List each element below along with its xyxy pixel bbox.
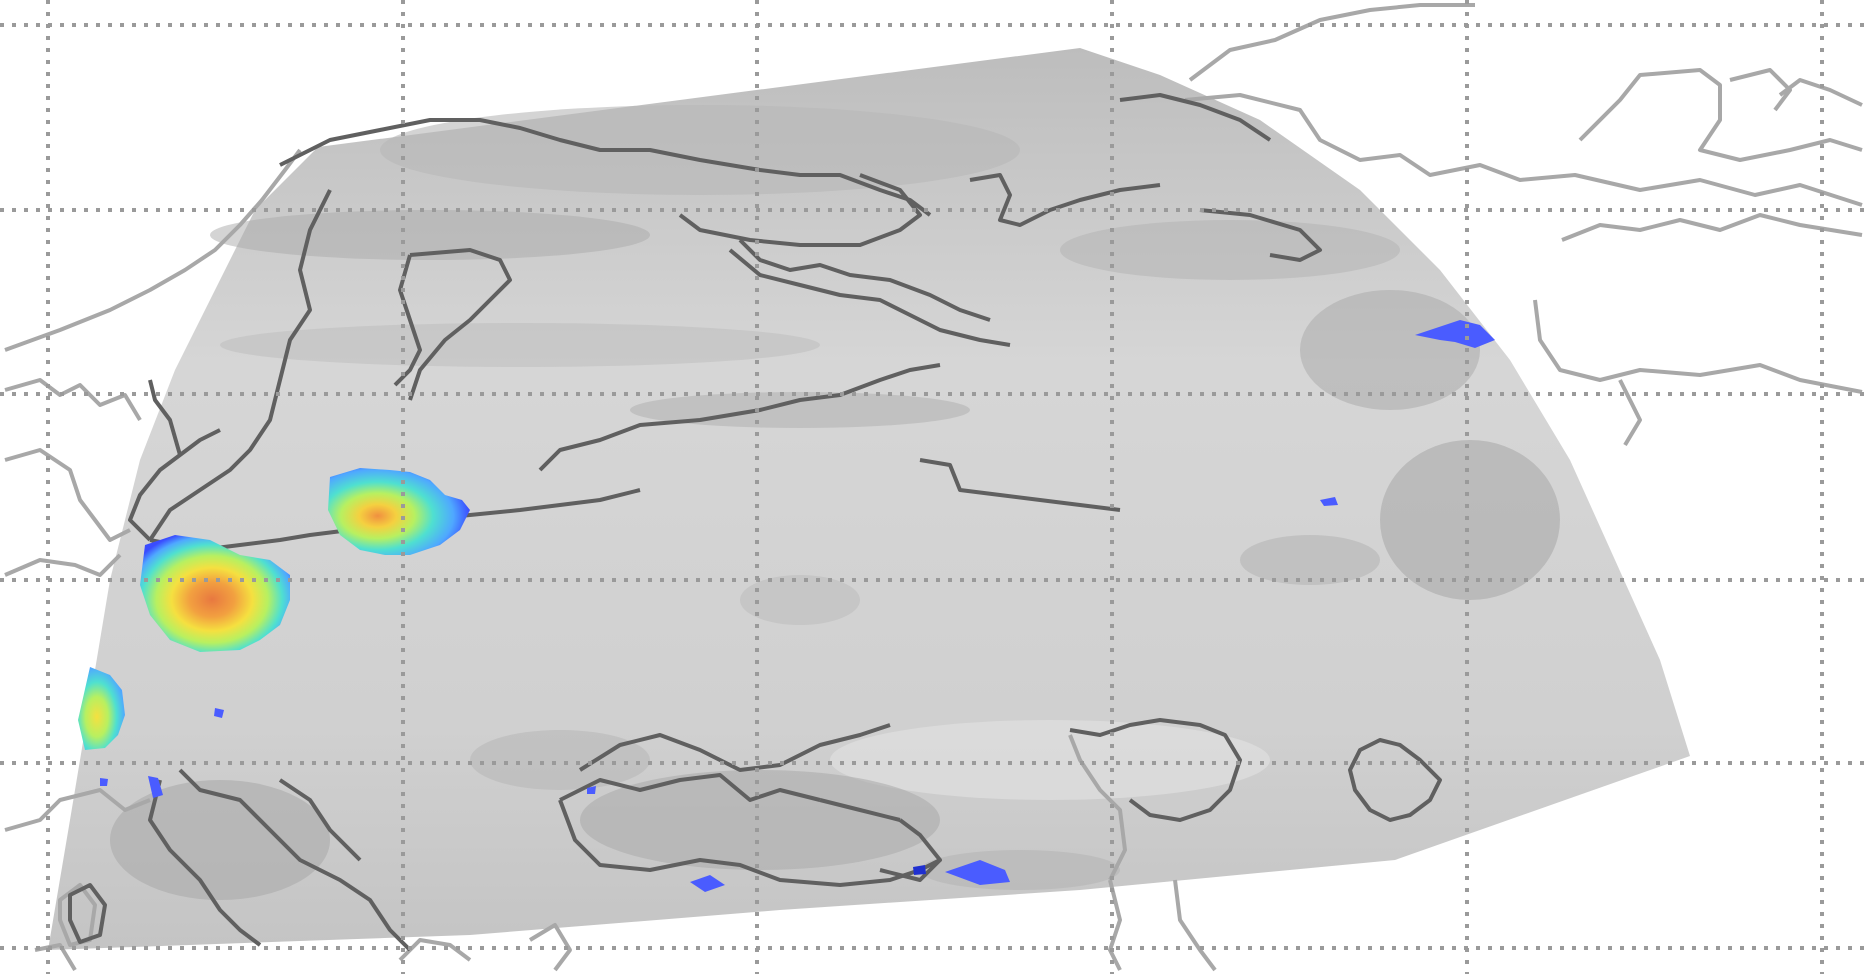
satellite-swath	[48, 48, 1690, 950]
precipitation-overlay	[78, 320, 1495, 892]
coastlines	[4, 3, 1863, 972]
borders	[68, 93, 1442, 952]
precip-cell-main	[140, 535, 290, 652]
precip-cell-north	[328, 468, 470, 555]
precip-cell-west	[78, 667, 125, 750]
